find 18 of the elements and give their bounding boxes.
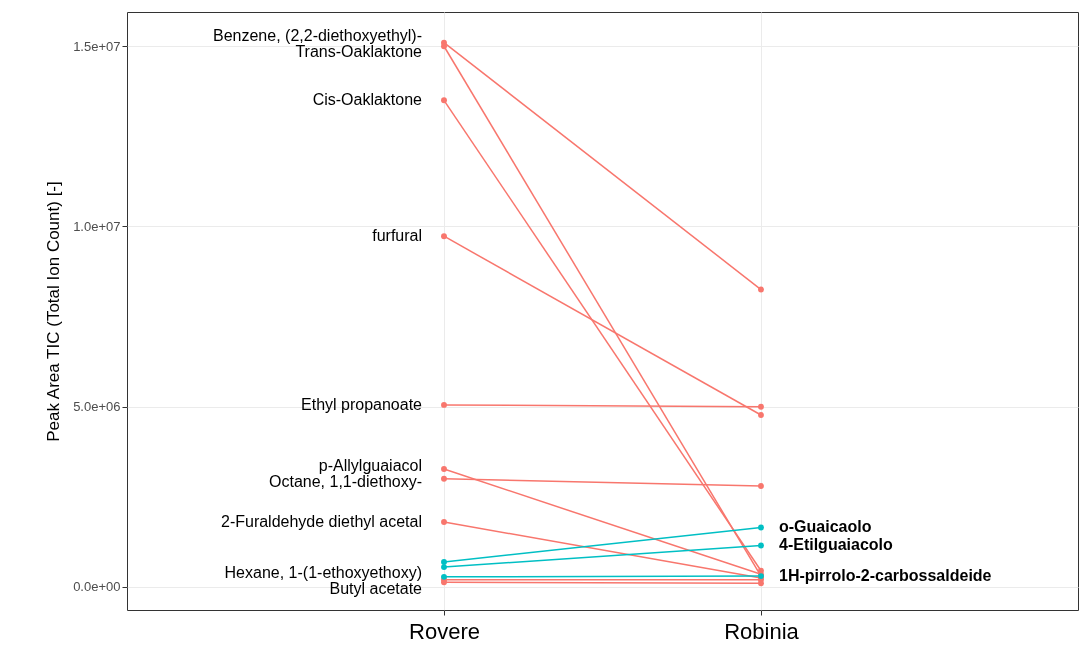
y-tick-label: 5.0e+06 (73, 399, 121, 415)
y-tick-label: 1.0e+07 (73, 218, 121, 234)
series-label: p-Allylguaiacol (318, 456, 422, 474)
y-tick-label: 1.5e+07 (73, 38, 121, 54)
x-tick-label: Robinia (724, 618, 800, 644)
y-tick-label: 0.0e+00 (73, 579, 121, 595)
series-label: Trans-Oaklaktone (295, 43, 423, 61)
series-label: furfural (372, 227, 422, 245)
series-label: Hexane, 1-(1-ethoxyethoxy) (224, 563, 422, 581)
y-axis-title: Peak Area TIC (Total Ion Count) [-] (44, 181, 64, 442)
series-label: Cis-Oaklaktone (312, 91, 423, 109)
x-tick-label: Rovere (409, 618, 480, 644)
series-label: 2-Furaldehyde diethyl acetal (220, 513, 422, 531)
series-label: o-Guaicaolo (779, 518, 872, 536)
series-label: Benzene, (2,2-diethoxyethyl)- (213, 27, 422, 45)
series-label: 4-Etilguaiacolo (779, 536, 894, 554)
series-label: 1H-pirrolo-2-carbossaldeide (779, 567, 992, 585)
series-label: Ethyl propanoate (301, 395, 423, 413)
